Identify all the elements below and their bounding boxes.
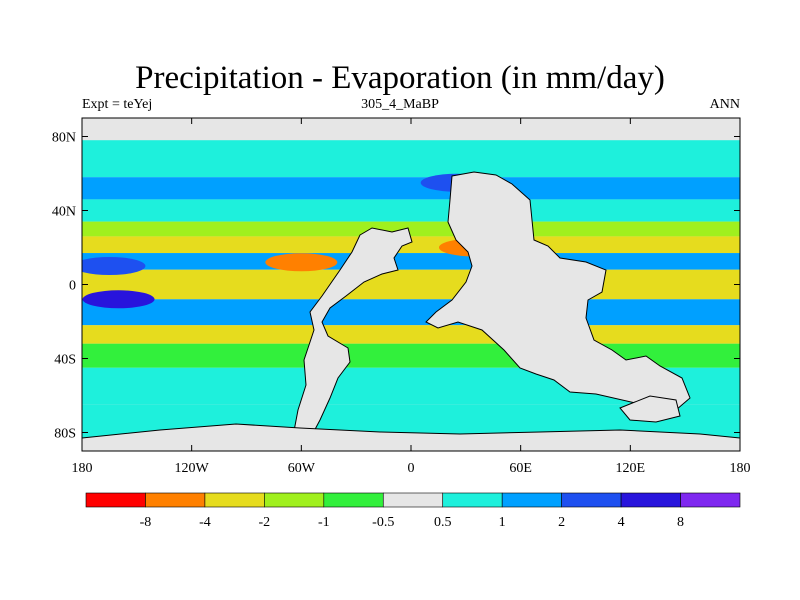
- zonal-band-3: [82, 199, 740, 222]
- colorbar-label-8: 4: [618, 515, 625, 530]
- x-tick-label-1: 120W: [175, 461, 210, 476]
- x-tick-label-0: 180: [72, 461, 93, 476]
- colorbar-label-7: 2: [558, 515, 565, 530]
- center-subtitle: 305_4_MaBP: [361, 97, 439, 112]
- y-tick-label-1: 40N: [52, 205, 76, 220]
- colorbar-box-8: [561, 492, 622, 508]
- colorbar-label-3: -1: [318, 515, 330, 530]
- x-tick-label-4: 60E: [509, 461, 532, 476]
- zonal-band-2: [82, 177, 740, 200]
- colorbar-box-7: [501, 492, 562, 508]
- feature-2: [82, 290, 155, 309]
- colorbar-label-0: -8: [140, 515, 152, 530]
- continent-outline-south-island: [619, 395, 681, 423]
- x-tick-label-3: 0: [408, 461, 415, 476]
- continent-outline-antarctica: [82, 423, 740, 451]
- colorbar-box-5: [382, 492, 444, 508]
- zonal-band-5: [82, 236, 740, 254]
- zonal-bands: [82, 118, 740, 451]
- colorbar-box-10: [680, 492, 741, 508]
- x-tick-label-2: 60W: [288, 461, 316, 476]
- y-tick-label-3: 40S: [54, 353, 76, 368]
- zonal-band-9: [82, 325, 740, 344]
- y-tick-label-4: 80S: [54, 427, 76, 442]
- colorbar-label-5: 0.5: [434, 515, 452, 530]
- colorbar-box-1: [145, 492, 206, 508]
- experiment-label: Expt = teYej: [82, 97, 153, 112]
- x-tick-label-5: 120E: [616, 461, 646, 476]
- colorbar-label-1: -4: [199, 515, 211, 530]
- feature-0: [265, 253, 338, 272]
- zonal-band-0: [82, 118, 740, 141]
- continent-outlines: [82, 171, 740, 451]
- zonal-band-7: [82, 269, 740, 300]
- axes: 180 120W 60W 0 60E 120E 180 80N 40N 0 40S 80S: [52, 118, 751, 476]
- zonal-band-6: [82, 253, 740, 270]
- x-tick-label-6: 180: [730, 461, 751, 476]
- colorbar-box-0: [85, 492, 146, 508]
- colorbar-label-9: 8: [677, 515, 684, 530]
- colorbar-box-2: [204, 492, 265, 508]
- season-label: ANN: [709, 97, 740, 112]
- continent-outline-americas: [293, 227, 413, 436]
- y-tick-label-0: 80N: [52, 131, 76, 146]
- colorbar-box-3: [264, 492, 325, 508]
- colorbar-box-9: [620, 492, 681, 508]
- y-tick-label-2: 0: [69, 279, 76, 294]
- zonal-band-8: [82, 299, 740, 326]
- colorbar-label-4: -0.5: [372, 515, 394, 530]
- zonal-band-1: [82, 140, 740, 178]
- feature-1: [82, 257, 146, 275]
- colorbar-label-6: 1: [499, 515, 506, 530]
- chart-title: Precipitation - Evaporation (in mm/day): [135, 60, 665, 96]
- colorbar-box-4: [323, 492, 384, 508]
- colorbar-label-2: -2: [259, 515, 271, 530]
- colorbar: -8 -4 -2 -1 -0.5 0.5 1 2 4 8: [85, 492, 741, 530]
- colorbar-box-6: [442, 492, 503, 508]
- zonal-band-4: [82, 221, 740, 237]
